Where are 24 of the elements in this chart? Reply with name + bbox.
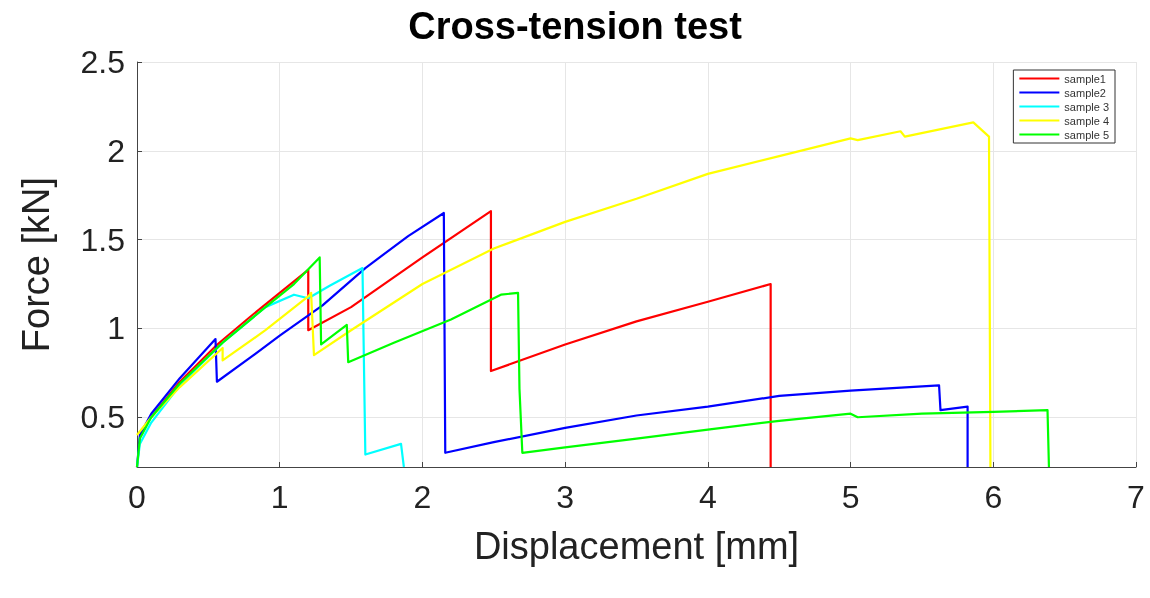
- legend-label: sample2: [1064, 86, 1106, 99]
- line-series: [135, 121, 992, 469]
- x-tick-label: 0: [128, 479, 146, 515]
- x-tick-label: 5: [841, 479, 860, 515]
- y-axis-title: Force [kN]: [15, 176, 57, 353]
- legend-label: sample 5: [1064, 128, 1110, 141]
- y-tick-label: 0.5: [80, 399, 125, 436]
- line-series: [135, 256, 1051, 469]
- x-tick-label: 1: [270, 479, 289, 515]
- legend-label: sample1: [1064, 72, 1106, 85]
- legend-label: sample 4: [1064, 114, 1110, 127]
- legend-label: sample 3: [1064, 100, 1110, 113]
- x-tick-label: 4: [698, 479, 717, 515]
- x-axis-title: Displacement [mm]: [473, 525, 800, 567]
- y-tick-label: 2.5: [80, 44, 125, 80]
- x-tick-label: 3: [556, 479, 575, 515]
- y-tick-label: 1.5: [80, 221, 125, 258]
- x-tick-label: 6: [984, 479, 1003, 515]
- chart-title: Cross-tension test: [408, 5, 743, 47]
- y-tick-label: 1: [107, 310, 125, 347]
- line-series: [135, 211, 969, 469]
- x-tick-label: 2: [413, 479, 432, 515]
- x-tick-label: 7: [1127, 479, 1145, 515]
- y-tick-label: 2: [107, 132, 125, 169]
